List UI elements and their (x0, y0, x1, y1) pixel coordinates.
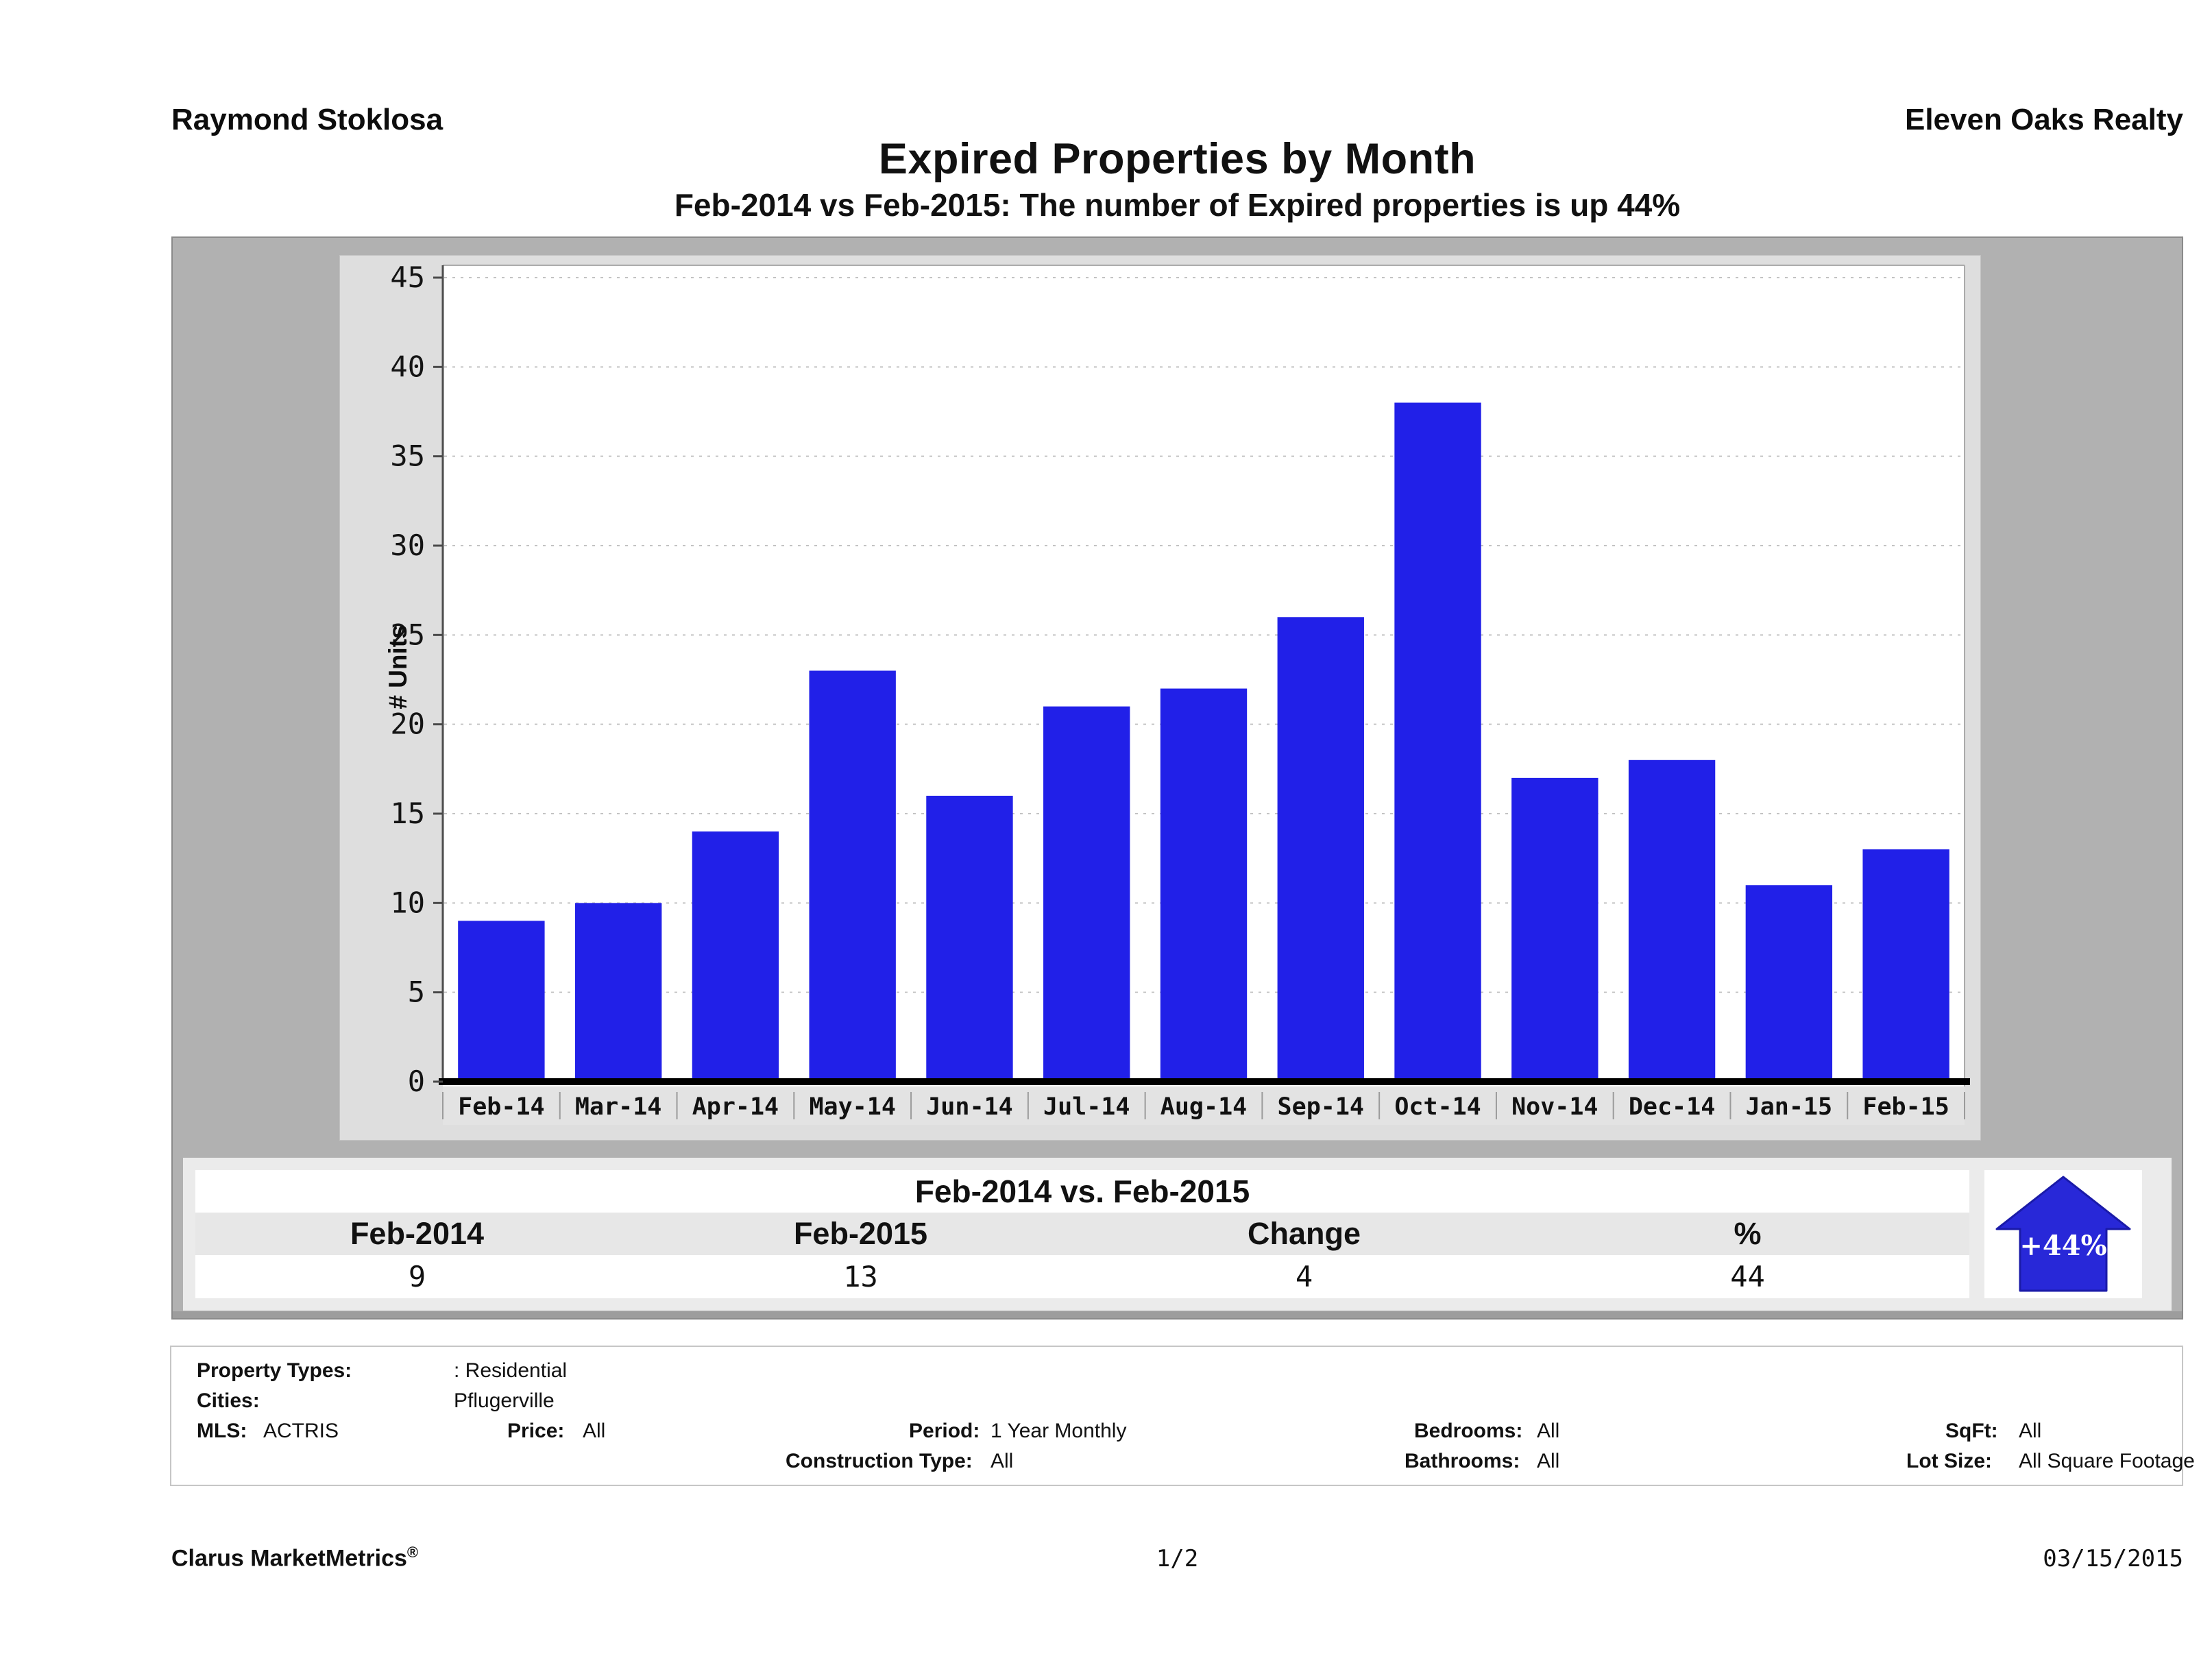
summary-col-change: Change (1247, 1216, 1361, 1251)
bar-Aug-14 (1160, 688, 1248, 1082)
agent-name: Raymond Stoklosa (171, 103, 443, 136)
bar-Jan-15 (1745, 885, 1833, 1082)
summary-col-feb2015: Feb-2015 (793, 1216, 928, 1251)
bar-Mar-14 (574, 903, 662, 1082)
bathrooms-label: Bathrooms: (1405, 1450, 1520, 1472)
svg-text:15: 15 (390, 797, 425, 830)
svg-text:30: 30 (390, 528, 425, 562)
svg-text:Oct-14: Oct-14 (1394, 1093, 1481, 1121)
svg-text:Nov-14: Nov-14 (1511, 1093, 1598, 1121)
bar-Feb-14 (458, 921, 545, 1082)
trend-up-arrow-icon: +44% (1984, 1170, 2142, 1298)
summary-panel: Feb-2014 vs. Feb-2015 Feb-2014 Feb-2015 … (183, 1158, 2172, 1311)
summary-title: Feb-2014 vs. Feb-2015 (195, 1170, 1969, 1213)
period-value: 1 Year Monthly (990, 1420, 1127, 1442)
svg-text:35: 35 (390, 439, 425, 473)
property-types-value: : Residential (454, 1359, 568, 1382)
period-label: Period: (909, 1420, 980, 1442)
summary-header-row: Feb-2014 Feb-2015 Change % (195, 1213, 1969, 1255)
trend-badge-label: +44% (2019, 1230, 2106, 1262)
footer-date: 03/15/2015 (2043, 1545, 2183, 1572)
svg-text:Feb-15: Feb-15 (1862, 1093, 1949, 1121)
svg-text:Jun-14: Jun-14 (926, 1093, 1012, 1121)
bar-chart: 0 5 10 15 20 25 30 35 40 45 Feb-14 Mar-14 Apr-14 May-… (339, 255, 1981, 1141)
registered-mark: ® (406, 1544, 419, 1561)
construction-type-label: Construction Type: (786, 1450, 973, 1472)
mls-label: MLS: (197, 1420, 247, 1442)
price-value: All (583, 1420, 606, 1442)
bar-Oct-14 (1394, 402, 1481, 1082)
construction-type-value: All (990, 1450, 1014, 1472)
svg-text:May-14: May-14 (809, 1093, 895, 1121)
sqft-label: SqFt: (1945, 1420, 1998, 1442)
footer-brand: Clarus MarketMetrics® (171, 1544, 419, 1572)
svg-text:Jan-15: Jan-15 (1746, 1093, 1832, 1121)
lot-size-label: Lot Size: (1906, 1450, 1992, 1472)
svg-text:Jul-14: Jul-14 (1043, 1093, 1130, 1121)
svg-text:0: 0 (408, 1065, 425, 1098)
svg-text:40: 40 (390, 350, 425, 383)
svg-text:5: 5 (408, 975, 425, 1009)
svg-text:Dec-14: Dec-14 (1629, 1093, 1715, 1121)
bar-chart-plot: 0 5 10 15 20 25 30 35 40 45 Feb-14 Mar-14 Apr-14 May-… (390, 260, 1970, 1125)
svg-text:Feb-14: Feb-14 (458, 1093, 544, 1121)
svg-text:Sep-14: Sep-14 (1278, 1093, 1364, 1121)
bar-Sep-14 (1277, 617, 1364, 1082)
svg-text:20: 20 (390, 707, 425, 741)
summary-value-row: 9 13 4 44 (195, 1255, 1969, 1298)
footer-page-number: 1/2 (1156, 1545, 1199, 1572)
summary-col-percent: % (1734, 1216, 1762, 1251)
price-label: Price: (507, 1420, 565, 1442)
bar-Feb-15 (1862, 849, 1949, 1082)
bar-May-14 (809, 670, 896, 1082)
bar-Jul-14 (1043, 706, 1130, 1082)
page-title: Expired Properties by Month (878, 135, 1476, 183)
summary-val-percent: 44 (1730, 1260, 1765, 1293)
y-axis-title: # Units (384, 624, 412, 709)
bar-Apr-14 (692, 831, 779, 1082)
page-subtitle: Feb-2014 vs Feb-2015: The number of Expi… (674, 187, 1681, 223)
bedrooms-value: All (1537, 1420, 1560, 1442)
lot-size-value: All Square Footage (2019, 1450, 2195, 1472)
criteria-box: Property Types: : Residential Cities: Pf… (170, 1346, 2195, 1486)
company-name: Eleven Oaks Realty (1904, 103, 2183, 136)
bar-Nov-14 (1511, 777, 1599, 1082)
svg-text:10: 10 (390, 886, 425, 919)
property-types-label: Property Types: (197, 1359, 352, 1382)
bedrooms-label: Bedrooms: (1414, 1420, 1523, 1442)
svg-text:45: 45 (390, 260, 425, 294)
svg-text:25: 25 (390, 618, 425, 651)
summary-table: Feb-2014 vs. Feb-2015 Feb-2014 Feb-2015 … (195, 1170, 1969, 1298)
mls-value: ACTRIS (263, 1420, 339, 1442)
summary-val-feb2014: 9 (408, 1260, 426, 1293)
bar-Dec-14 (1628, 759, 1716, 1082)
bathrooms-value: All (1537, 1450, 1560, 1472)
cities-value: Pflugerville (454, 1389, 555, 1412)
chart-panel: 0 5 10 15 20 25 30 35 40 45 Feb-14 Mar-14 Apr-14 May-… (171, 236, 2183, 1320)
svg-text:Apr-14: Apr-14 (692, 1093, 779, 1121)
svg-text:Aug-14: Aug-14 (1160, 1093, 1247, 1121)
bar-Jun-14 (926, 795, 1013, 1082)
summary-col-feb2014: Feb-2014 (350, 1216, 485, 1251)
svg-text:Mar-14: Mar-14 (575, 1093, 661, 1121)
summary-val-feb2015: 13 (843, 1260, 878, 1293)
cities-label: Cities: (197, 1389, 260, 1412)
summary-val-change: 4 (1295, 1260, 1313, 1293)
sqft-value: All (2019, 1420, 2042, 1442)
